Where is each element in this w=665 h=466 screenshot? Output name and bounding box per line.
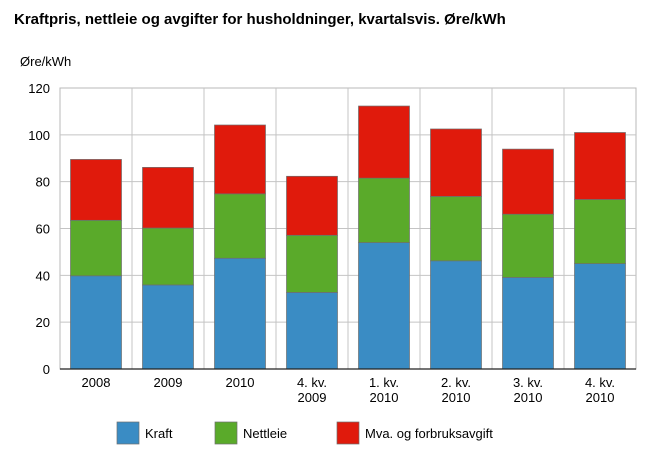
bar-segment [574, 263, 626, 370]
bar-segment [358, 105, 410, 179]
chart-title: Kraftpris, nettleie og avgifter for hush… [14, 11, 506, 28]
legend-label: Kraft [145, 426, 173, 441]
bar-segment [502, 277, 554, 370]
x-tick-label: 3. kv. 2010 [513, 375, 543, 405]
bar-segment [430, 196, 482, 262]
legend-swatch [214, 421, 238, 445]
bar-segment [214, 124, 266, 195]
y-tick-label: 40 [36, 268, 50, 283]
bar-segment [214, 257, 266, 370]
bar-segment [70, 159, 122, 221]
bar-segment [142, 167, 194, 229]
bar-segment [286, 292, 338, 370]
bar-segment [286, 234, 338, 293]
y-tick-label: 80 [36, 175, 50, 190]
x-axis-labels: 2008 2009 2010 4. kv. 2009 1. kv. 2010 2. kv. 20… [82, 375, 616, 405]
y-tick-label: 20 [36, 315, 50, 330]
bar-segment [286, 175, 338, 236]
legend: Kraft Nettleie Mva. og forbruksavgift [116, 421, 493, 445]
bar-segment [502, 148, 554, 215]
bar-segment [358, 242, 410, 370]
x-tick-label: 4. kv. 2009 [297, 375, 327, 405]
legend-label: Mva. og forbruksavgift [365, 426, 493, 441]
y-tick-label: 0 [43, 362, 50, 377]
legend-swatch [116, 421, 140, 445]
legend-label: Nettleie [243, 426, 287, 441]
bar-segment [214, 193, 266, 259]
y-axis-ticks: 0 20 40 60 80 100 120 [28, 81, 50, 377]
x-tick-label: 2009 [154, 375, 183, 390]
bars [70, 105, 626, 370]
bar-segment [574, 199, 626, 264]
y-tick-label: 60 [36, 222, 50, 237]
bar-segment [70, 219, 122, 277]
bar-segment [142, 284, 194, 370]
bar-segment [502, 213, 554, 278]
bar-segment [142, 227, 194, 286]
y-tick-label: 100 [28, 128, 50, 143]
legend-swatch [336, 421, 360, 445]
bar-segment [430, 128, 482, 197]
bar-segment [70, 275, 122, 370]
bar-segment [358, 177, 410, 243]
x-tick-label: 1. kv. 2010 [369, 375, 399, 405]
x-tick-label: 2008 [82, 375, 111, 390]
x-tick-label: 2. kv. 2010 [441, 375, 471, 405]
bar-segment [430, 260, 482, 370]
y-axis-unit-label: Øre/kWh [20, 54, 71, 69]
x-tick-label: 2010 [226, 375, 255, 390]
y-tick-label: 120 [28, 81, 50, 96]
x-tick-label: 4. kv. 2010 [585, 375, 615, 405]
bar-segment [574, 132, 626, 200]
